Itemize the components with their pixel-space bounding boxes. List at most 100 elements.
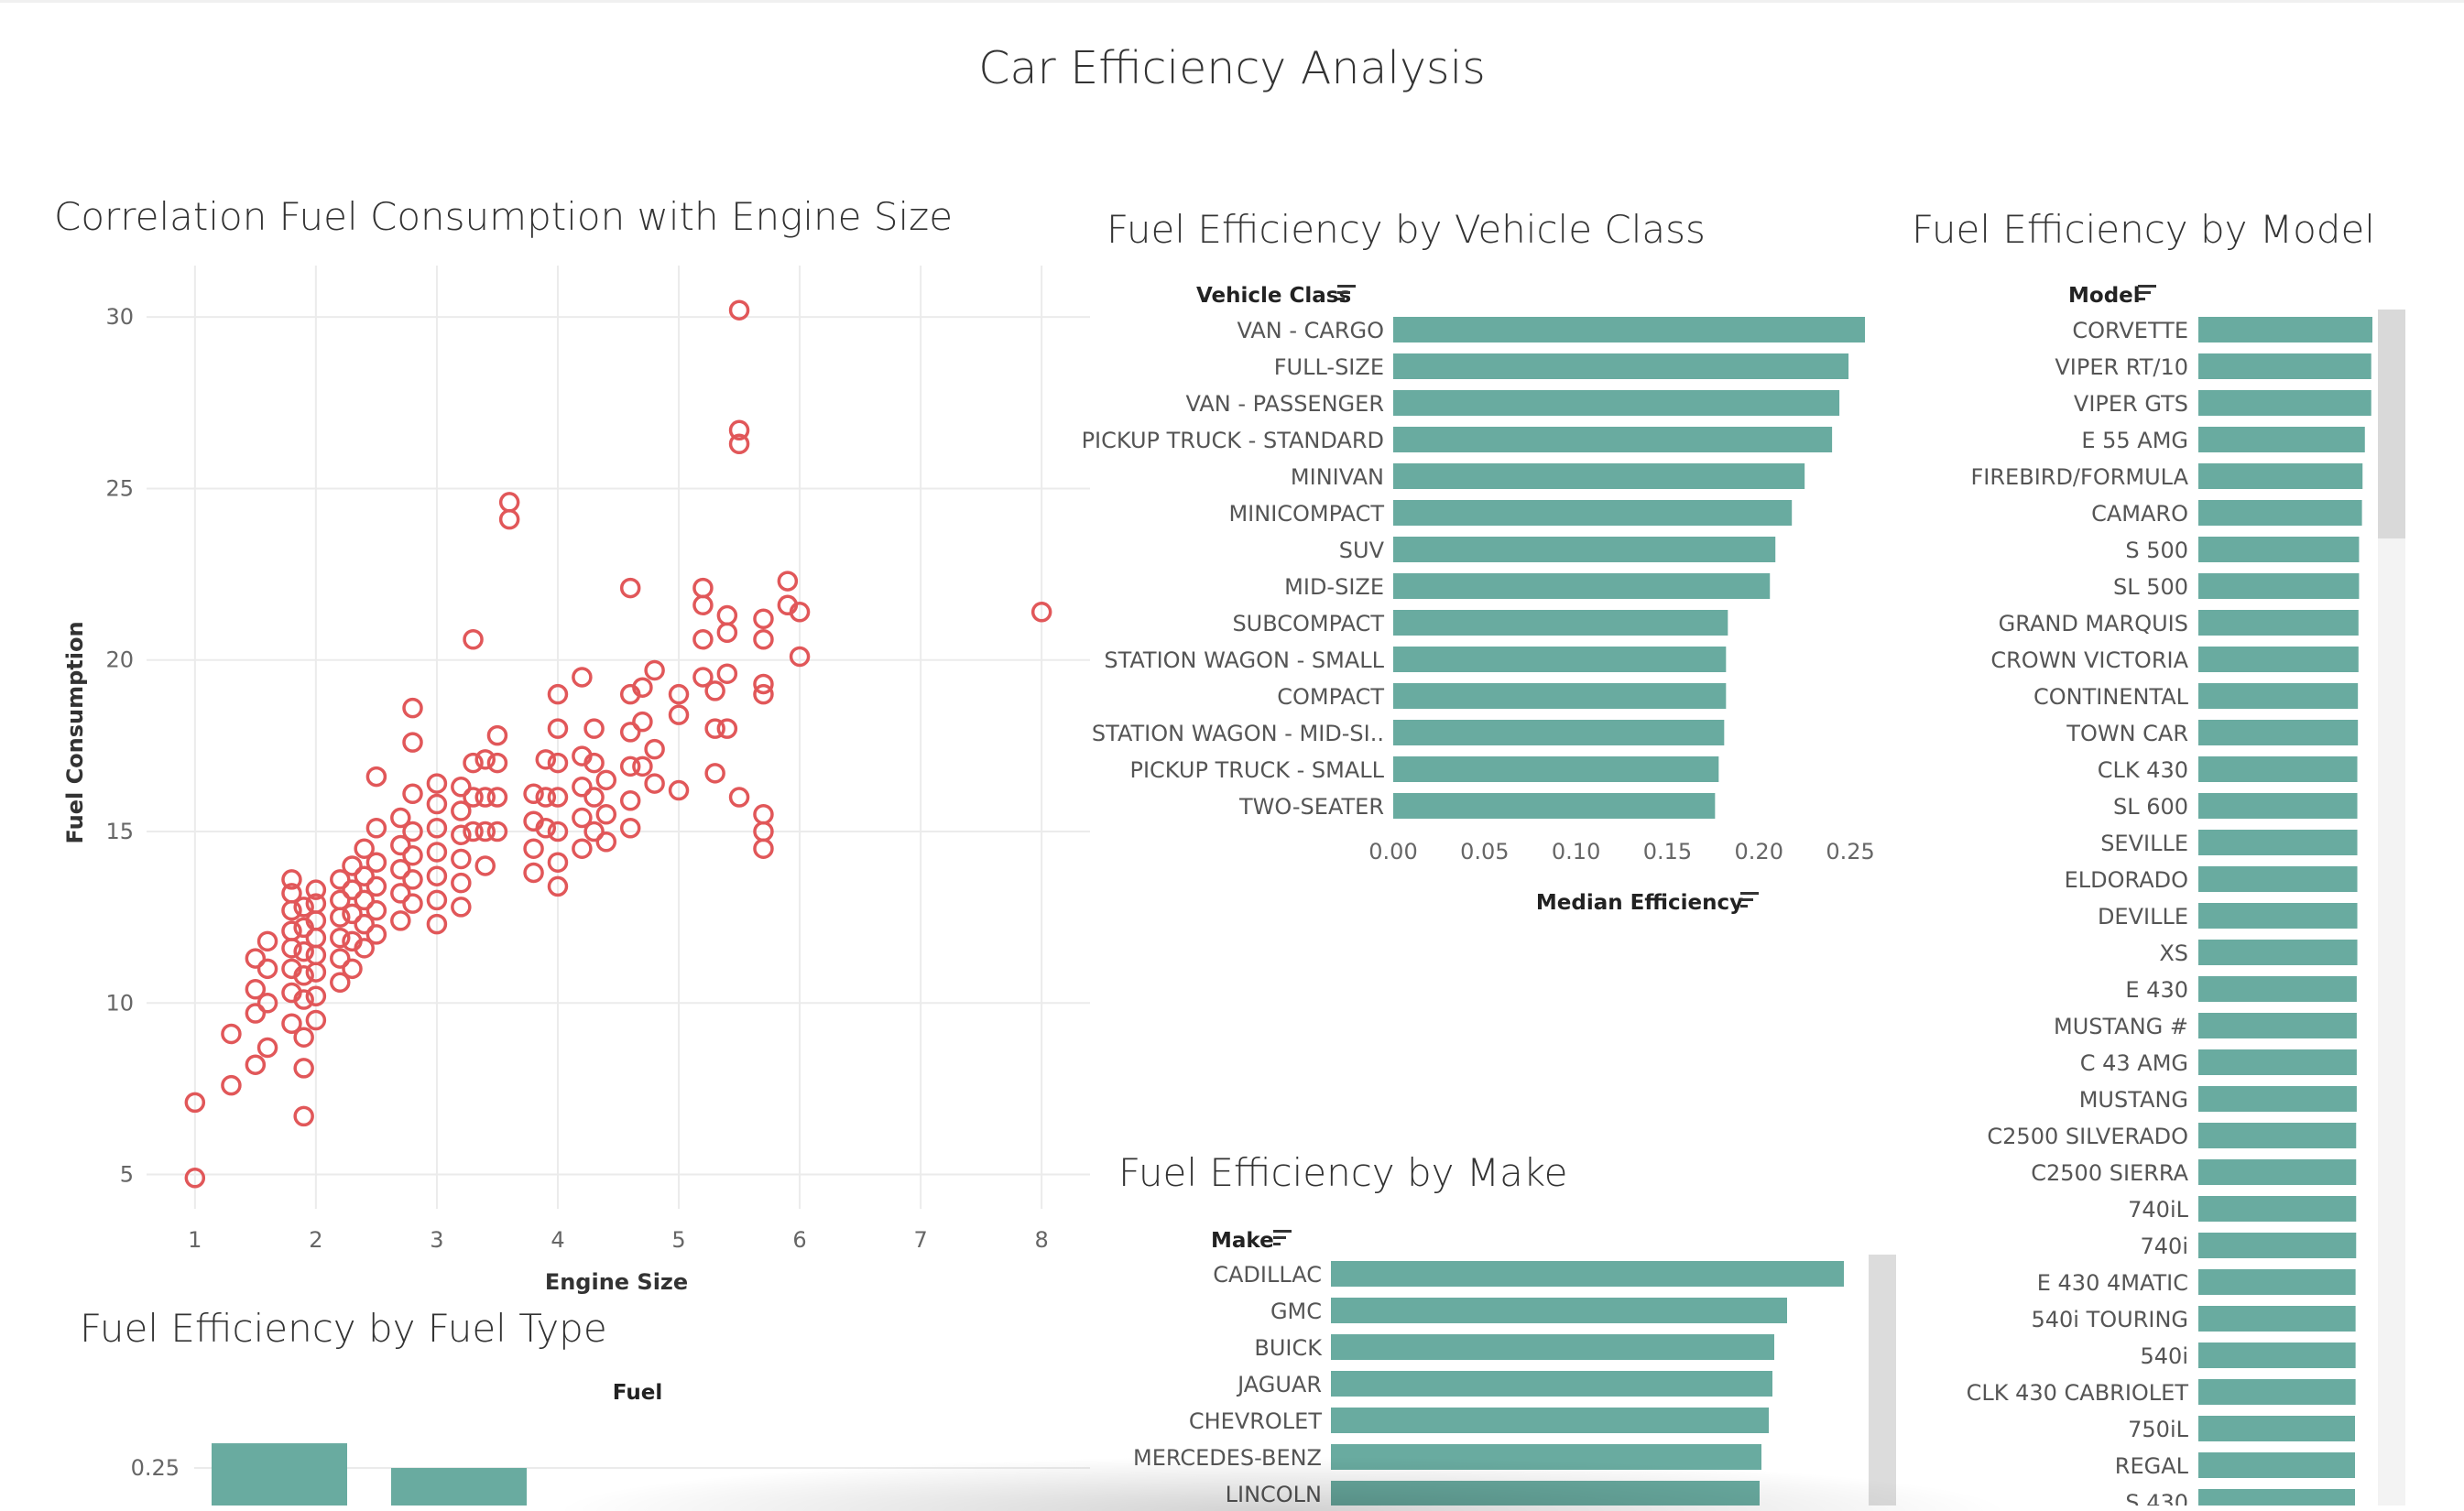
scatter-point[interactable] xyxy=(619,790,641,811)
scatter-point[interactable] xyxy=(305,893,327,914)
model-bar[interactable] xyxy=(2198,793,2358,819)
scatter-point[interactable] xyxy=(354,889,375,911)
scatter-point[interactable] xyxy=(451,848,472,870)
scatter-point[interactable] xyxy=(535,818,557,839)
model-bar[interactable] xyxy=(2198,463,2363,489)
model-bar[interactable] xyxy=(2198,683,2359,709)
model-category-label[interactable]: XS xyxy=(2159,940,2188,966)
scatter-point[interactable] xyxy=(451,872,472,894)
model-bar[interactable] xyxy=(2198,976,2357,1002)
model-bar[interactable] xyxy=(2198,1489,2355,1506)
vehicle-class-category-label[interactable]: STATION WAGON - SMALL xyxy=(1104,647,1384,673)
scatter-point[interactable] xyxy=(463,787,484,808)
scatter-point[interactable] xyxy=(753,608,774,630)
model-bar[interactable] xyxy=(2198,537,2360,562)
scatter-point[interactable] xyxy=(644,738,665,760)
scatter-point[interactable] xyxy=(330,889,351,911)
scatter-point[interactable] xyxy=(704,680,725,701)
model-bar[interactable] xyxy=(2198,940,2358,965)
model-category-label[interactable]: CONTINENTAL xyxy=(2033,684,2189,710)
scatter-point[interactable] xyxy=(330,927,351,949)
scatter-point[interactable] xyxy=(305,879,327,900)
vehicle-class-category-label[interactable]: PICKUP TRUCK - SMALL xyxy=(1130,757,1385,783)
model-bar[interactable] xyxy=(2198,720,2359,745)
model-category-label[interactable]: CLK 430 CABRIOLET xyxy=(1967,1380,2189,1406)
scatter-point[interactable] xyxy=(281,899,302,921)
scatter-point[interactable] xyxy=(547,752,569,774)
scatter-point[interactable] xyxy=(463,752,484,774)
scatter-point[interactable] xyxy=(644,659,665,681)
model-category-label[interactable]: S 500 xyxy=(2125,538,2188,563)
make-bar[interactable] xyxy=(1331,1408,1769,1433)
model-bar[interactable] xyxy=(2198,573,2360,599)
make-category-label[interactable]: CHEVROLET xyxy=(1189,1408,1322,1434)
scatter-point[interactable] xyxy=(583,787,605,808)
model-category-label[interactable]: E 430 xyxy=(2125,977,2188,1003)
vehicle-class-bar[interactable] xyxy=(1393,573,1771,599)
scatter-point[interactable] xyxy=(704,763,725,784)
vehicle-class-category-label[interactable]: MID-SIZE xyxy=(1284,574,1384,600)
model-category-label[interactable]: CAMARO xyxy=(2091,501,2188,527)
scatter-point[interactable] xyxy=(583,752,605,774)
scatter-point[interactable] xyxy=(523,783,544,805)
scatter-point[interactable] xyxy=(354,913,375,935)
scatter-point[interactable] xyxy=(330,869,351,890)
make-category-label[interactable]: LINCOLN xyxy=(1226,1482,1322,1506)
scatter-point[interactable] xyxy=(789,646,811,668)
scatter-point[interactable] xyxy=(293,1105,314,1127)
scatter-point[interactable] xyxy=(583,718,605,739)
scatter-point[interactable] xyxy=(668,683,690,705)
scatter-point[interactable] xyxy=(619,577,641,599)
scatter-point[interactable] xyxy=(451,897,472,918)
model-category-label[interactable]: 540i xyxy=(2141,1343,2188,1369)
scatter-point[interactable] xyxy=(293,940,314,962)
vehicle-class-bar[interactable] xyxy=(1393,537,1776,562)
scatter-point[interactable] xyxy=(753,683,774,705)
vehicle-class-bar[interactable] xyxy=(1393,353,1849,379)
model-header[interactable]: Model xyxy=(2068,284,2141,308)
model-category-label[interactable]: E 55 AMG xyxy=(2081,428,2188,453)
scatter-point[interactable] xyxy=(463,629,484,650)
scatter-point[interactable] xyxy=(281,883,302,904)
scatter-point[interactable] xyxy=(305,1009,327,1031)
model-bar[interactable] xyxy=(2198,1196,2357,1222)
scatter-point[interactable] xyxy=(305,985,327,1007)
sort-icon[interactable] xyxy=(1740,892,1759,908)
scatter-point[interactable] xyxy=(583,821,605,842)
model-category-label[interactable]: ELDORADO xyxy=(2065,867,2188,893)
model-category-label[interactable]: C2500 SILVERADO xyxy=(1987,1124,2188,1149)
vehicle-class-bar[interactable] xyxy=(1393,683,1727,709)
scatter-point[interactable] xyxy=(245,948,267,969)
make-bar[interactable] xyxy=(1331,1481,1760,1506)
scatter-point[interactable] xyxy=(426,865,448,886)
model-category-label[interactable]: C2500 SIERRA xyxy=(2031,1160,2188,1186)
scatter-point[interactable] xyxy=(619,818,641,839)
vehicle-class-category-label[interactable]: VAN - CARGO xyxy=(1237,318,1384,343)
model-category-label[interactable]: SEVILLE xyxy=(2100,831,2188,856)
vehicle-class-bar[interactable] xyxy=(1393,793,1716,819)
scatter-point[interactable] xyxy=(330,972,351,994)
scatter-point[interactable] xyxy=(426,793,448,815)
model-bar[interactable] xyxy=(2198,500,2362,526)
model-bar[interactable] xyxy=(2198,1086,2357,1112)
vehicle-class-header[interactable]: Vehicle Class xyxy=(1196,284,1351,308)
scatter-point[interactable] xyxy=(221,1074,242,1096)
model-bar[interactable] xyxy=(2198,1343,2356,1368)
scatter-point[interactable] xyxy=(547,875,569,897)
model-bar[interactable] xyxy=(2198,830,2358,855)
model-bar[interactable] xyxy=(2198,1013,2357,1038)
scatter-point[interactable] xyxy=(402,844,423,866)
model-category-label[interactable]: 740iL xyxy=(2128,1197,2188,1223)
vehicle-class-bar[interactable] xyxy=(1393,427,1833,452)
scatter-point[interactable] xyxy=(184,1092,206,1114)
scatter-point[interactable] xyxy=(245,1054,267,1075)
scatter-point[interactable] xyxy=(486,752,508,774)
make-category-label[interactable]: GMC xyxy=(1270,1299,1322,1324)
scatter-point[interactable] xyxy=(632,711,653,733)
scatter-point[interactable] xyxy=(547,852,569,873)
scatter-point[interactable] xyxy=(474,787,496,808)
model-bar[interactable] xyxy=(2198,390,2371,416)
scatter-point[interactable] xyxy=(402,697,423,719)
scatter-point[interactable] xyxy=(354,838,375,859)
fuel-type-bar[interactable] xyxy=(391,1468,527,1506)
